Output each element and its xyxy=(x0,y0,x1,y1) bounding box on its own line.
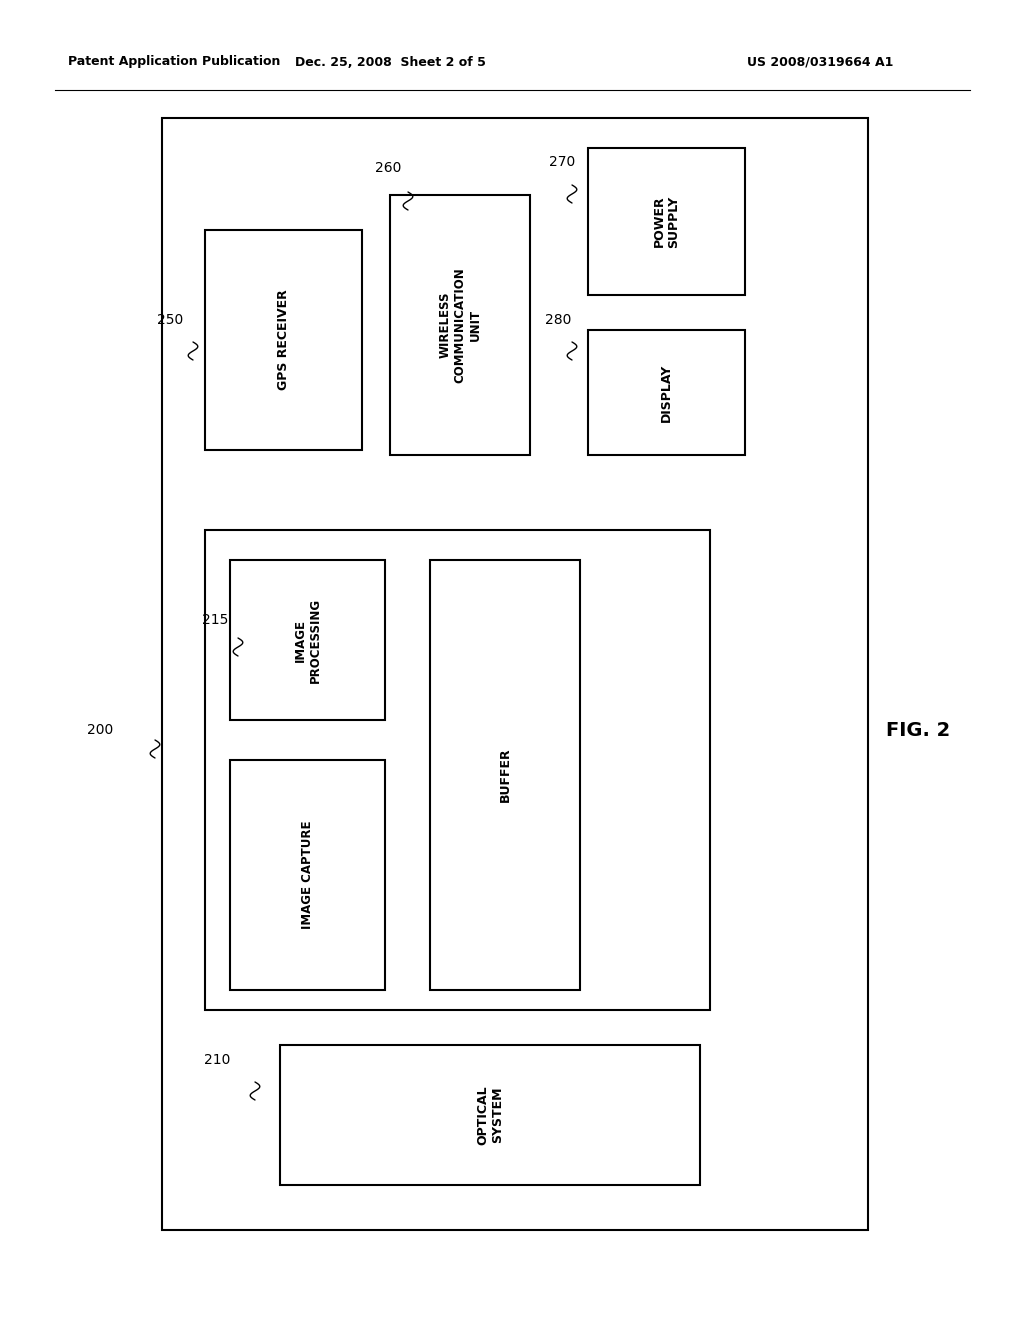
Bar xyxy=(205,230,362,450)
Bar xyxy=(162,117,868,1230)
Text: 280: 280 xyxy=(545,313,571,327)
Text: Dec. 25, 2008  Sheet 2 of 5: Dec. 25, 2008 Sheet 2 of 5 xyxy=(295,55,485,69)
Bar xyxy=(588,148,745,294)
Text: 260: 260 xyxy=(375,161,401,176)
Text: 215: 215 xyxy=(202,612,228,627)
Text: WIRELESS
COMMUNICATION
UNIT: WIRELESS COMMUNICATION UNIT xyxy=(438,267,481,383)
Bar xyxy=(205,531,710,1010)
Text: 210: 210 xyxy=(204,1053,230,1067)
Bar xyxy=(430,560,580,990)
Bar xyxy=(230,560,385,719)
Text: POWER
SUPPLY: POWER SUPPLY xyxy=(652,195,681,248)
Text: 200: 200 xyxy=(87,723,113,737)
Text: IMAGE CAPTURE: IMAGE CAPTURE xyxy=(301,821,314,929)
Text: FIG. 2: FIG. 2 xyxy=(886,721,950,739)
Text: OPTICAL
SYSTEM: OPTICAL SYSTEM xyxy=(476,1085,504,1144)
Text: GPS RECEIVER: GPS RECEIVER xyxy=(278,289,290,391)
Text: BUFFER: BUFFER xyxy=(499,747,512,803)
Bar xyxy=(230,760,385,990)
Bar xyxy=(280,1045,700,1185)
Text: US 2008/0319664 A1: US 2008/0319664 A1 xyxy=(746,55,893,69)
Bar xyxy=(588,330,745,455)
Text: IMAGE
PROCESSING: IMAGE PROCESSING xyxy=(294,598,322,682)
Text: DISPLAY: DISPLAY xyxy=(660,363,673,421)
Bar xyxy=(390,195,530,455)
Text: Patent Application Publication: Patent Application Publication xyxy=(68,55,281,69)
Text: 250: 250 xyxy=(157,313,183,327)
Text: 270: 270 xyxy=(549,154,575,169)
